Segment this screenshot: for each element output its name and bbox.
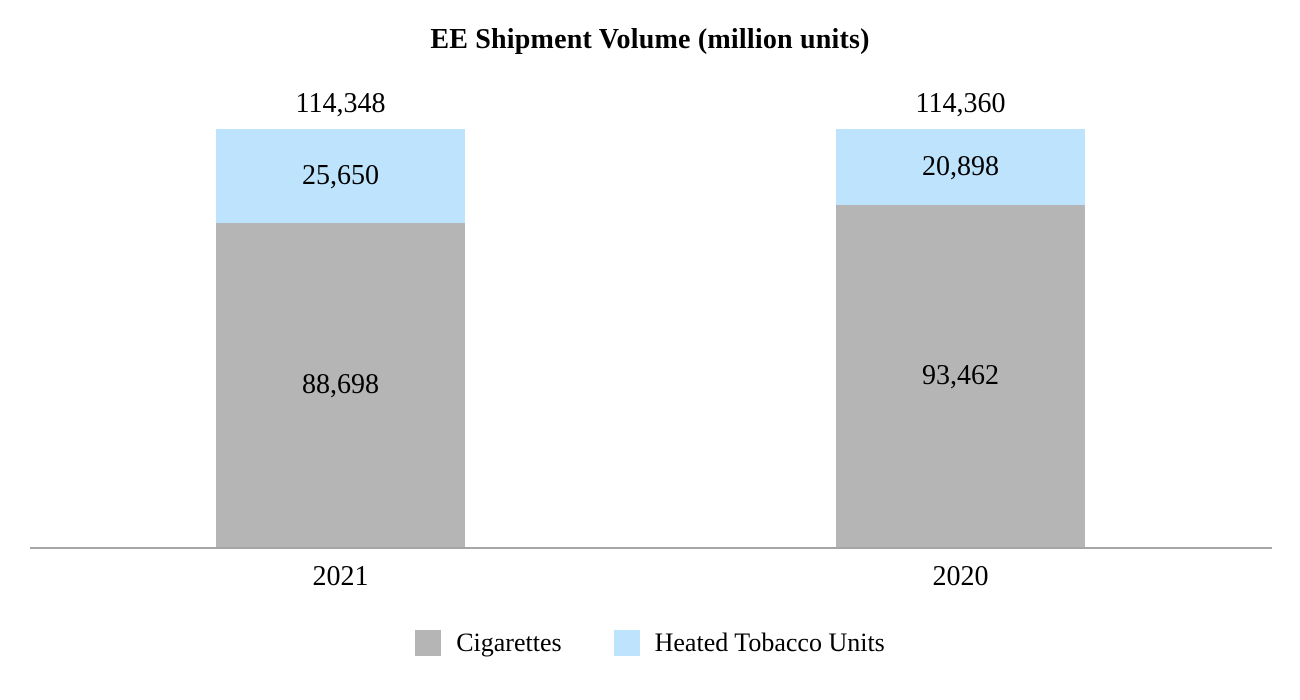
total-label-2021: 114,348 — [295, 88, 386, 120]
segment-heated-tobacco-2020: 20,898 — [836, 129, 1085, 206]
total-label-2020: 114,360 — [915, 88, 1006, 120]
segment-cigarettes-2020: 93,462 — [836, 205, 1085, 547]
segment-value-label: 88,698 — [302, 368, 379, 400]
x-axis-label-2020: 2020 — [932, 561, 989, 592]
legend-swatch-heated-tobacco — [613, 630, 640, 656]
segment-value-label: 93,462 — [922, 360, 999, 392]
legend-item-heated-tobacco: Heated Tobacco Units — [613, 628, 885, 658]
bar-2021: 114,348 25,650 88,698 — [216, 90, 465, 547]
segment-value-label: 20,898 — [922, 151, 999, 183]
segment-heated-tobacco-2021: 25,650 — [216, 129, 465, 223]
chart-title: EE Shipment Volume (million units) — [430, 24, 870, 55]
segment-cigarettes-2021: 88,698 — [216, 222, 465, 547]
legend-item-cigarettes: Cigarettes — [415, 628, 562, 658]
x-axis-line — [30, 547, 1272, 549]
legend-label-cigarettes: Cigarettes — [456, 628, 562, 657]
legend-swatch-cigarettes — [415, 630, 442, 656]
x-axis-label-2021: 2021 — [312, 561, 369, 592]
legend: Cigarettes Heated Tobacco Units — [0, 628, 1300, 658]
legend-label-heated-tobacco: Heated Tobacco Units — [654, 628, 885, 657]
segment-value-label: 25,650 — [302, 159, 379, 191]
bar-2020: 114,360 20,898 93,462 — [836, 90, 1085, 547]
